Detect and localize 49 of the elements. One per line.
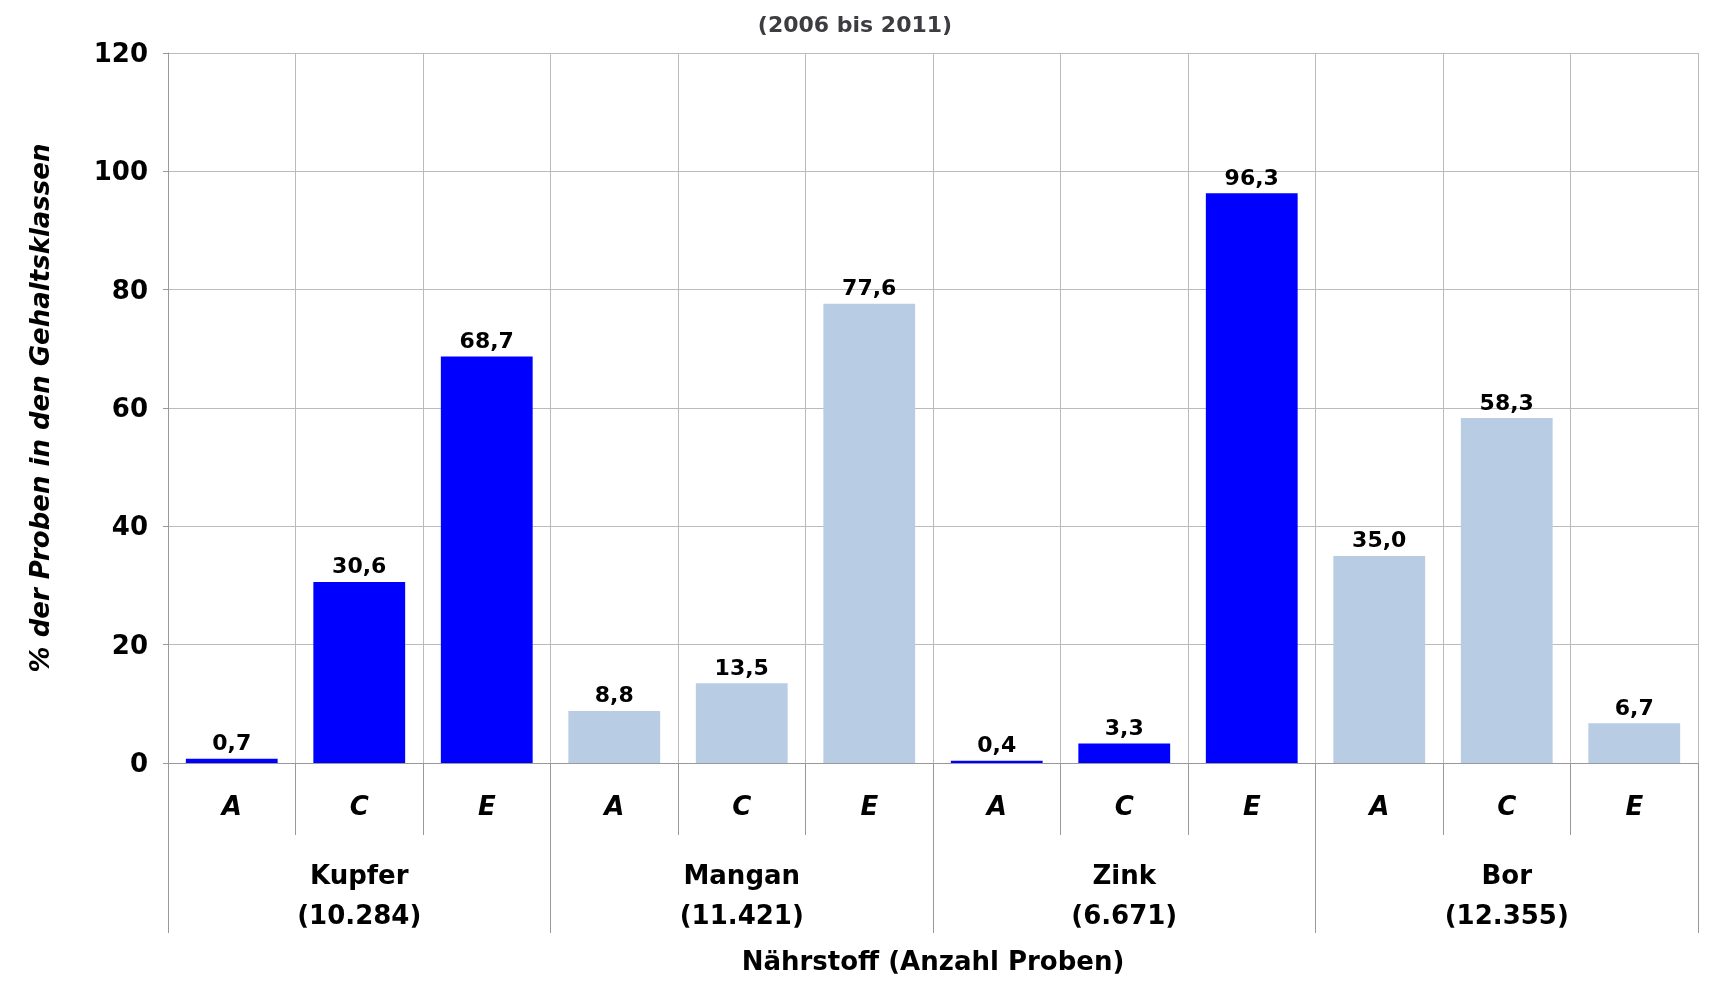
bar: [1333, 555, 1426, 763]
data-label: 8,8: [594, 682, 634, 708]
x-tick-label: A: [984, 791, 1007, 821]
data-label: 30,6: [332, 553, 387, 579]
y-tick-label: 40: [111, 511, 148, 542]
y-tick-label: 80: [111, 274, 148, 305]
y-tick-label: 120: [93, 38, 148, 68]
data-label: 68,7: [459, 328, 514, 354]
x-tick-label: E: [1625, 791, 1644, 821]
data-label: 35,0: [1352, 527, 1407, 553]
bar: [1205, 193, 1298, 763]
x-tick-label: C: [1114, 791, 1134, 821]
data-label: 13,5: [714, 654, 769, 680]
y-tick-label: 20: [111, 629, 148, 660]
data-label: 77,6: [842, 275, 897, 301]
text: Zink (6.671): [1071, 860, 1178, 930]
data-label: 96,3: [1224, 164, 1279, 190]
x-tick-label: C: [732, 791, 752, 821]
bar: [695, 683, 788, 763]
x-tick-label: E: [1242, 791, 1261, 821]
x-tick-label: A: [1367, 791, 1390, 821]
y-tick-label: 0: [129, 748, 148, 778]
x-tick-label: C: [1497, 791, 1517, 821]
data-label: 58,3: [1479, 389, 1534, 415]
y-axis-title: % der Proben in den Gehaltsklassen: [25, 143, 55, 673]
bar: [823, 303, 916, 763]
bar: [313, 581, 406, 763]
text: Kupfer (10.284): [297, 860, 422, 930]
bar: [185, 758, 278, 763]
y-tick-label: 100: [93, 156, 148, 187]
text: Bor (12.355): [1444, 860, 1569, 930]
x-tick-label: E: [860, 791, 879, 821]
bar: [440, 356, 533, 763]
data-label: 6,7: [1614, 694, 1654, 720]
text: Mangan (11.421): [679, 860, 804, 930]
x-tick-label: C: [349, 791, 369, 821]
x-tick-label: E: [477, 791, 496, 821]
bar: [568, 710, 661, 763]
bar: [1588, 723, 1681, 763]
x-tick-label: A: [219, 791, 242, 821]
data-label: 0,4: [977, 732, 1017, 758]
bar: [1078, 743, 1171, 763]
data-label: 3,3: [1104, 714, 1144, 740]
x-axis-title: Nährstoff (Anzahl Proben): [741, 946, 1125, 976]
chart-subtitle: (2006 bis 2011): [757, 11, 953, 37]
y-tick-label: 60: [111, 393, 148, 423]
x-tick-label: A: [602, 791, 625, 821]
bar: [1460, 418, 1553, 763]
data-label: 0,7: [212, 730, 252, 756]
